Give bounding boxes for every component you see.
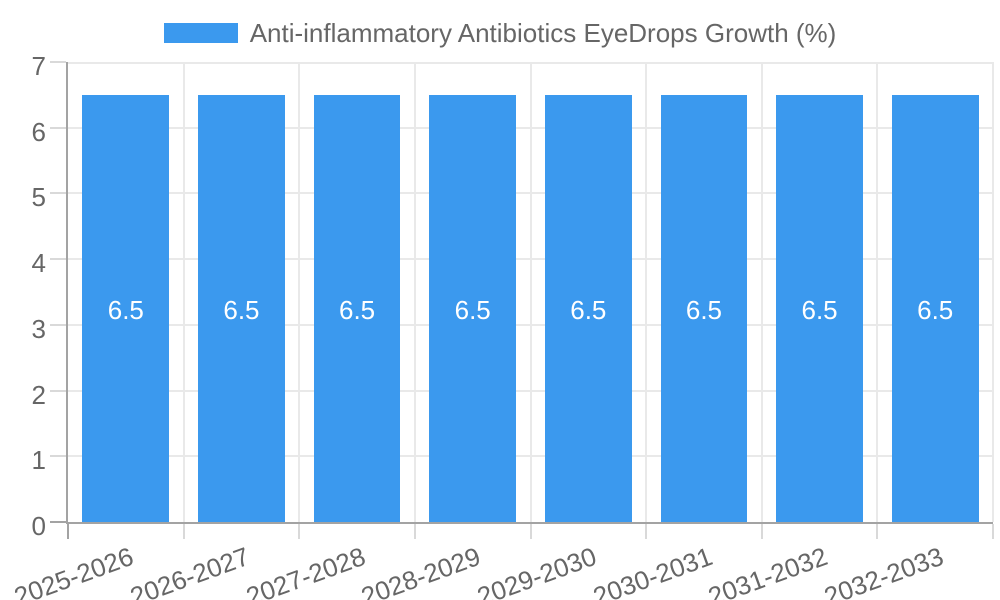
- y-tick-mark: [50, 258, 66, 261]
- x-tick-mark: [413, 524, 416, 539]
- x-gridline: [182, 62, 185, 522]
- y-tick-mark: [50, 323, 66, 326]
- y-axis-tick-label: 2: [31, 379, 46, 410]
- x-gridline: [298, 62, 301, 522]
- bar-value-label: 6.5: [570, 295, 607, 326]
- bar[interactable]: [660, 94, 748, 522]
- legend-swatch-icon: [163, 23, 238, 43]
- x-tick-mark: [760, 524, 763, 539]
- bar-value-label: 6.5: [338, 295, 376, 326]
- x-gridline: [529, 62, 532, 522]
- bar[interactable]: [429, 94, 517, 522]
- x-axis-tick-label: 2027-2028: [241, 541, 369, 600]
- bar-value-label: 6.5: [107, 295, 144, 326]
- y-tick-mark: [50, 192, 66, 195]
- bar-value-label: 6.5: [454, 295, 491, 326]
- y-tick-mark: [50, 126, 66, 129]
- y-axis-tick-label: 1: [31, 445, 46, 476]
- x-gridline: [876, 62, 879, 522]
- bar-value-label: 6.5: [685, 295, 723, 326]
- bar[interactable]: [544, 94, 632, 522]
- x-axis-tick-label: 2025-2026: [10, 541, 138, 600]
- legend: Anti-inflammatory Antibiotics EyeDrops G…: [0, 18, 1000, 48]
- bar-value-label: 6.5: [917, 295, 954, 326]
- x-gridline: [760, 62, 763, 522]
- x-tick-mark: [67, 524, 69, 539]
- x-axis-tick-label: 2032-2033: [820, 541, 948, 600]
- y-tick-mark: [50, 389, 66, 392]
- x-tick-mark: [529, 524, 532, 539]
- bar[interactable]: [891, 94, 979, 522]
- x-axis-tick-label: 2030-2031: [588, 541, 716, 600]
- y-tick-mark: [50, 61, 66, 63]
- y-axis-tick-label: 7: [31, 51, 46, 81]
- plot-area: 6.5 6.5 6.5 6.5 6.5 6.5 6.5 6.5: [66, 62, 994, 524]
- bar-value-label: 6.5: [223, 295, 260, 326]
- y-axis-tick-label: 3: [31, 313, 46, 344]
- x-axis-tick-label: 2026-2027: [126, 541, 254, 600]
- y-axis-tick-label: 6: [31, 116, 46, 147]
- bar-value-label: 6.5: [801, 295, 838, 326]
- y-tick-mark: [50, 455, 66, 458]
- legend-label: Anti-inflammatory Antibiotics EyeDrops G…: [249, 18, 837, 48]
- y-tick-mark: [50, 521, 66, 523]
- x-gridline: [645, 62, 648, 522]
- bar[interactable]: [82, 94, 170, 522]
- x-tick-mark: [182, 524, 185, 539]
- y-axis-tick-label: 0: [31, 511, 46, 541]
- x-axis-tick-label: 2029-2030: [473, 541, 601, 600]
- bar[interactable]: [198, 94, 285, 522]
- x-axis-tick-label: 2028-2029: [357, 541, 485, 600]
- bar[interactable]: [313, 94, 401, 522]
- x-tick-mark: [876, 524, 879, 539]
- legend-item[interactable]: Anti-inflammatory Antibiotics EyeDrops G…: [163, 18, 837, 48]
- y-axis-tick-label: 5: [31, 182, 46, 213]
- x-tick-mark: [645, 524, 648, 539]
- x-gridline: [413, 62, 416, 522]
- bar[interactable]: [776, 94, 863, 522]
- x-gridline: [992, 62, 994, 522]
- x-axis-tick-label: 2031-2032: [704, 541, 832, 600]
- x-tick-mark: [298, 524, 301, 539]
- y-axis-tick-label: 4: [31, 248, 46, 279]
- x-tick-mark: [992, 524, 994, 539]
